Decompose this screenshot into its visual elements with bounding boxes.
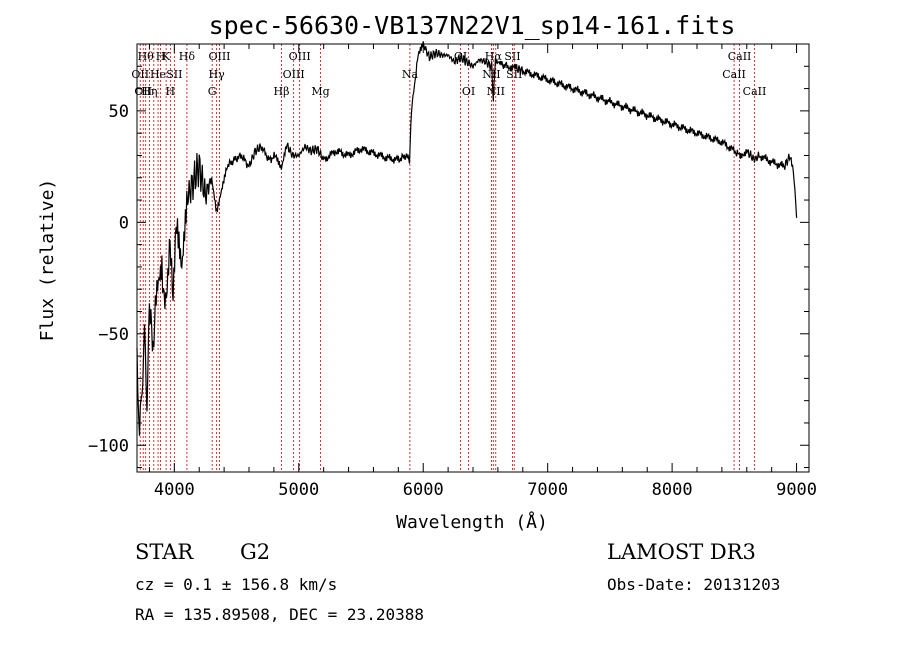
y-tick-label: −50 bbox=[98, 325, 129, 345]
line-label: CaII bbox=[722, 68, 746, 81]
object-type: STAR bbox=[135, 540, 194, 564]
line-label: CaII bbox=[743, 85, 767, 98]
emission-line-markers bbox=[139, 44, 755, 472]
line-label: OIII bbox=[289, 50, 311, 63]
x-axis-label: Wavelength (Å) bbox=[396, 511, 548, 533]
line-label: OI bbox=[462, 85, 475, 98]
line-label: Hβ bbox=[274, 85, 290, 98]
line-label: CaII bbox=[728, 50, 752, 63]
plot-frame bbox=[136, 43, 810, 473]
line-label: NII bbox=[482, 68, 500, 81]
x-axis-ticks: 4000 5000 6000 7000 8000 9000 bbox=[148, 44, 817, 500]
line-label: Hγ bbox=[209, 68, 226, 81]
x-tick-label: 4000 bbox=[154, 480, 195, 500]
subclass: G2 bbox=[240, 540, 270, 564]
obs-date-text: Obs-Date: 20131203 bbox=[607, 575, 780, 594]
emission-line-labels: OIIOIIHθHηHeHKHSIIHδGHγOIIIHβOIIIOIIIMgN… bbox=[131, 50, 766, 98]
line-label: SII bbox=[504, 50, 520, 63]
line-label: H bbox=[166, 85, 176, 98]
y-axis-ticks: −100 −50 0 50 bbox=[88, 65, 809, 469]
x-tick-label: 8000 bbox=[652, 480, 693, 500]
y-axis-label: Flux (relative) bbox=[37, 179, 58, 342]
line-label: OIII bbox=[283, 68, 305, 81]
y-tick-label: 0 bbox=[119, 213, 129, 233]
line-label: K bbox=[162, 50, 171, 63]
line-label: Hδ bbox=[179, 50, 196, 63]
chart-title: spec-56630-VB137N22V1_sp14-161.fits bbox=[209, 11, 736, 40]
line-label: Na bbox=[402, 68, 419, 81]
line-label: Hα bbox=[485, 50, 503, 63]
x-tick-label: 5000 bbox=[278, 480, 319, 500]
line-label: SII bbox=[166, 68, 182, 81]
line-label: He bbox=[150, 68, 166, 81]
survey-name: LAMOST DR3 bbox=[607, 540, 756, 564]
coordinates-text: RA = 135.89508, DEC = 23.20388 bbox=[135, 605, 424, 624]
x-tick-label: 7000 bbox=[527, 480, 568, 500]
line-label: H bbox=[156, 50, 166, 63]
line-label: Mg bbox=[311, 85, 329, 98]
x-tick-label: 9000 bbox=[776, 480, 817, 500]
line-label: Hη bbox=[141, 85, 157, 98]
line-label: NII bbox=[487, 85, 505, 98]
line-label: G bbox=[208, 85, 217, 98]
redshift-text: cz = 0.1 ± 156.8 km/s bbox=[135, 575, 337, 594]
line-label: OII bbox=[131, 68, 149, 81]
line-label: OIII bbox=[208, 50, 230, 63]
line-label: Hθ bbox=[138, 50, 155, 63]
y-tick-label: 50 bbox=[109, 102, 129, 122]
spectrum-line bbox=[136, 41, 798, 436]
y-tick-label: −100 bbox=[88, 436, 129, 456]
x-tick-label: 6000 bbox=[403, 480, 444, 500]
